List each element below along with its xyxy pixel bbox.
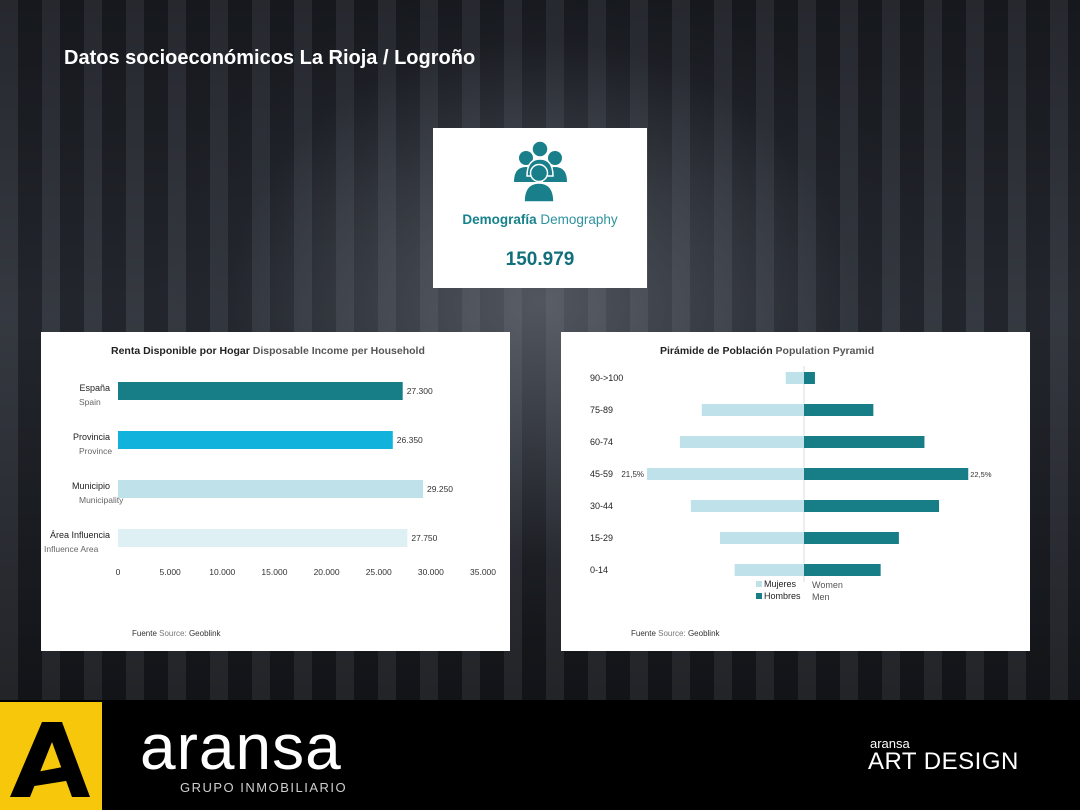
pyramid-age-label: 60-74 [590,437,613,447]
pyramid-women-bar [701,404,804,416]
pyramid-chart-title-es: Pirámide de Población [660,345,773,357]
income-category-label: Área Influencia [50,530,110,540]
art-design-title: ART DESIGN [868,748,1019,775]
income-category-label-en: Spain [79,397,101,407]
income-chart-title-en: Disposable Income per Household [252,345,425,357]
footer: aransa GRUPO INMOBILIARIO aransa ART DES… [0,700,1080,810]
income-x-tick-label: 25.000 [366,567,392,577]
pyramid-men-bar [804,404,874,416]
pyramid-women-bar [690,500,804,512]
income-category-label: Provincia [73,432,110,442]
pyramid-chart-panel: Pirámide de Población Population Pyramid… [561,332,1030,651]
pyramid-source-name: Geoblink [687,629,720,638]
pyramid-source-en: Source: [658,629,686,638]
income-x-tick-label: 0 [116,567,121,577]
pyramid-men-bar [804,436,925,448]
pyramid-annotation-men: 22,5% [970,470,992,479]
income-bar [118,529,408,547]
brand-subtitle: GRUPO INMOBILIARIO [180,780,348,795]
income-source-es: Fuente [132,629,157,638]
pyramid-source-es: Fuente [631,629,656,638]
pyramid-legend-label-en: Women [812,580,843,590]
pyramid-women-bar [679,436,804,448]
income-x-tick-label: 30.000 [418,567,444,577]
pyramid-age-label: 30-44 [590,501,613,511]
demography-card: Demografía Demography 150.979 [433,128,647,288]
income-value-label: 26.350 [397,435,423,445]
income-x-tick-label: 10.000 [209,567,235,577]
income-chart: 27.300 España Spain 26.350 Provincia Province… [44,382,496,577]
pyramid-age-label: 0-14 [590,565,608,575]
demography-label: Demografía Demography [433,212,647,227]
pyramid-women-bar [785,372,804,384]
pyramid-men-bar [804,564,881,576]
income-x-tick-label: 15.000 [261,567,287,577]
income-category-label-en: Influence Area [44,544,99,554]
income-value-label: 27.750 [411,533,437,543]
demography-label-en: Demography [540,212,618,227]
pyramid-women-bar [647,468,804,480]
income-value-label: 27.300 [407,386,433,396]
income-chart-title: Renta Disponible por Hogar Disposable In… [111,345,425,357]
pyramid-legend-swatch [756,593,762,599]
pyramid-chart-source: Fuente Source: Geoblink [631,629,720,638]
income-source-en: Source: [159,629,187,638]
income-x-tick-label: 5.000 [160,567,182,577]
pyramid-legend-label: Mujeres [764,579,797,589]
pyramid-age-label: 15-29 [590,533,613,543]
income-category-label-en: Province [79,446,112,456]
demography-value: 150.979 [505,249,575,270]
pyramid-age-label: 75-89 [590,405,613,415]
pyramid-women-bar [720,532,804,544]
income-bar [118,382,403,400]
pyramid-legend-label-en: Men [812,592,830,602]
page-title: Datos socioeconómicos La Rioja / Logroño [64,47,476,69]
income-category-label: España [79,383,110,393]
pyramid-age-label: 45-59 [590,469,613,479]
income-x-tick-label: 35.000 [470,567,496,577]
income-source-name: Geoblink [188,629,221,638]
aransa-a-logo-icon [10,722,90,797]
pyramid-women-bar [734,564,804,576]
people-group-icon [514,140,567,203]
pyramid-men-bar [804,532,899,544]
income-category-label: Municipio [72,481,110,491]
income-value-label: 29.250 [427,484,453,494]
art-design-small: aransa [870,736,910,751]
pyramid-men-bar [804,500,940,512]
aransa-logo [0,702,102,810]
demography-label-es: Demografía [462,212,537,227]
brand-name: aransa [140,711,342,783]
income-chart-source: Fuente Source: Geoblink [132,629,221,638]
pyramid-chart-title-en: Population Pyramid [775,345,875,357]
income-bar [118,431,393,449]
income-chart-title-es: Renta Disponible por Hogar [111,345,250,357]
income-bar [118,480,424,498]
pyramid-annotation-women: 21,5% [621,470,644,479]
pyramid-age-label: 90->100 [590,373,623,383]
pyramid-chart: 90->100 75-89 60-74 45-59 30-44 15-29 0-14 21,5… [590,366,992,602]
income-chart-panel: Renta Disponible por Hogar Disposable In… [41,332,510,651]
pyramid-legend-swatch [756,581,762,587]
pyramid-men-bar [804,372,815,384]
pyramid-chart-title: Pirámide de Población Population Pyramid [660,345,874,357]
income-x-tick-label: 20.000 [314,567,340,577]
pyramid-legend-label: Hombres [764,591,801,601]
income-category-label-en: Municipality [79,495,124,505]
pyramid-men-bar [804,468,969,480]
